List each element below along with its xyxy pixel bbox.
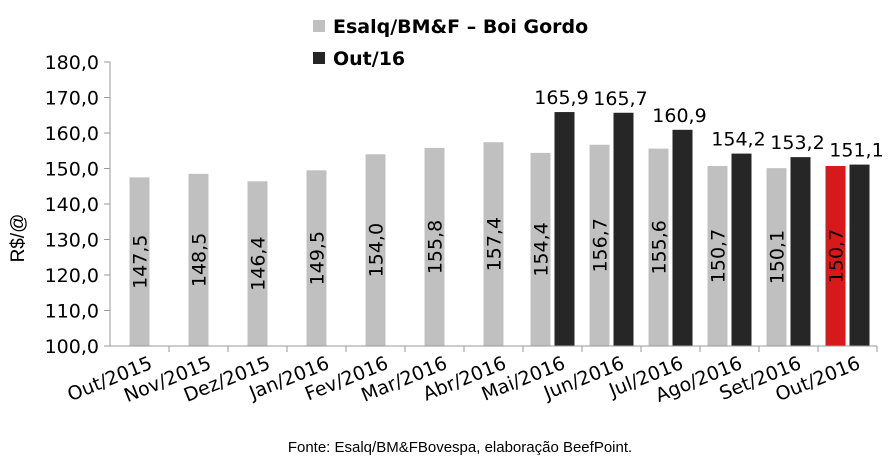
legend-swatch-esalq — [313, 20, 325, 32]
data-label-esalq: 149,5 — [307, 231, 329, 285]
data-label-out16: 160,9 — [652, 105, 706, 127]
bar-esalq — [825, 166, 846, 346]
bar-esalq — [648, 148, 669, 346]
y-tick-label: 120,0 — [45, 265, 99, 287]
legend-label-esalq: Esalq/BM&F – Boi Gordo — [333, 16, 588, 38]
y-tick-label: 100,0 — [45, 336, 99, 358]
bar-esalq — [483, 142, 504, 346]
bar-esalq — [424, 147, 445, 346]
legend: Esalq/BM&F – Boi Gordo Out/16 — [313, 16, 588, 70]
data-label-esalq: 150,7 — [826, 229, 848, 283]
y-tick-label: 150,0 — [45, 159, 99, 181]
y-axis-label: R$/@ — [8, 214, 29, 263]
bar-esalq — [129, 177, 150, 346]
bar-out16 — [790, 157, 811, 346]
data-label-out16: 154,2 — [711, 129, 765, 151]
bar-out16 — [672, 129, 693, 346]
data-label-esalq: 154,0 — [366, 223, 388, 277]
data-label-esalq: 148,5 — [189, 233, 211, 287]
bar-esalq — [530, 152, 551, 346]
y-axis-ticks: 100,0 110,0 120,0 130,0 140,0 150,0 160,0 170,0… — [45, 52, 110, 358]
data-label-esalq: 157,4 — [484, 217, 506, 271]
data-label-esalq: 155,6 — [649, 220, 671, 274]
data-label-out16: 165,7 — [593, 88, 647, 110]
x-axis-ticks: Out/2015Nov/2015Dez/2015Jan/2016Fev/2016… — [64, 346, 878, 407]
data-label-out16: 165,9 — [534, 87, 588, 109]
bar-esalq — [589, 144, 610, 346]
y-tick-label: 130,0 — [45, 230, 99, 252]
y-tick-label: 110,0 — [45, 301, 99, 323]
y-tick-label: 160,0 — [45, 123, 99, 145]
data-label-out16: 151,1 — [829, 140, 883, 162]
data-label-esalq: 150,1 — [767, 230, 789, 284]
bar-esalq — [365, 154, 386, 346]
bar-esalq — [188, 173, 209, 346]
data-label-esalq: 146,4 — [248, 236, 270, 290]
data-label-esalq: 156,7 — [590, 218, 612, 272]
data-label-esalq: 154,4 — [531, 222, 553, 276]
bar-out16 — [554, 112, 575, 347]
y-tick-label: 180,0 — [45, 52, 99, 74]
bar-out16 — [731, 153, 752, 346]
legend-label-out16: Out/16 — [333, 48, 405, 70]
bars: 147,5 148,5 146,4 149,5 154,0 155,8 157,4 154,4… — [129, 87, 884, 347]
bar-esalq — [707, 166, 728, 346]
y-tick-label: 170,0 — [45, 88, 99, 110]
bar-out16 — [613, 112, 634, 346]
data-label-out16: 153,2 — [770, 132, 824, 154]
bar-esalq — [247, 181, 268, 346]
bar-esalq — [766, 168, 787, 346]
bar-esalq — [306, 170, 327, 346]
legend-swatch-out16 — [313, 52, 325, 64]
bar-out16 — [849, 164, 870, 346]
data-label-esalq: 147,5 — [130, 234, 152, 288]
data-label-esalq: 155,8 — [425, 220, 447, 274]
y-tick-label: 140,0 — [45, 194, 99, 216]
source-note: Fonte: Esalq/BM&FBovespa, elaboração Bee… — [288, 439, 632, 456]
data-label-esalq: 150,7 — [708, 229, 730, 283]
